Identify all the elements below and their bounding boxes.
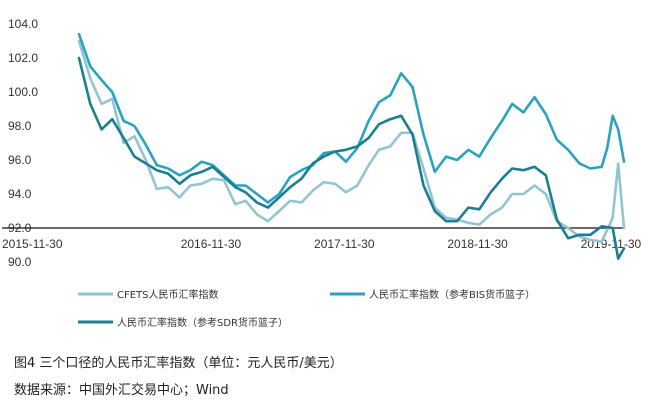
legend-label-bis: 人民币汇率指数（参考BIS货币篮子） — [369, 288, 535, 301]
x-tick-label: 2017-11-30 — [314, 237, 375, 251]
y-tick-label: 96.0 — [8, 153, 32, 167]
legend: CFETS人民币汇率指数 人民币汇率指数（参考BIS货币篮子） 人民币汇率指数（… — [78, 288, 535, 329]
y-tick-label: 98.0 — [8, 119, 32, 133]
data-source-note: 数据来源：中国外汇交易中心；Wind — [14, 383, 229, 398]
x-tick-label: 2016-11-30 — [181, 237, 242, 251]
legend-item-bis: 人民币汇率指数（参考BIS货币篮子） — [330, 288, 535, 301]
y-tick-label: 104.0 — [8, 17, 38, 31]
series-lines — [77, 32, 626, 260]
legend-label-sdr: 人民币汇率指数（参考SDR货币篮子） — [117, 316, 288, 329]
x-tick-label: 2015-11-30 — [2, 237, 63, 251]
figure-caption: 图4 三个口径的人民币汇率指数（单位：元人民币/美元） — [14, 356, 343, 371]
bis-series-line — [77, 32, 626, 204]
legend-label-cfets: CFETS人民币汇率指数 — [117, 288, 219, 301]
legend-item-cfets: CFETS人民币汇率指数 — [78, 288, 219, 301]
x-tick-label: 2018-11-30 — [447, 237, 508, 251]
cfets-series-line — [77, 39, 626, 243]
y-tick-label: 94.0 — [8, 187, 32, 201]
x-axis-tick-labels: 2015-11-30 2016-11-30 2017-11-30 2018-11-30… — [2, 237, 641, 251]
y-tick-label: 100.0 — [8, 85, 38, 99]
legend-item-sdr: 人民币汇率指数（参考SDR货币篮子） — [78, 316, 288, 329]
y-tick-label: 102.0 — [8, 51, 38, 65]
y-tick-label: 90.0 — [8, 255, 32, 269]
sdr-series-line — [77, 56, 626, 260]
